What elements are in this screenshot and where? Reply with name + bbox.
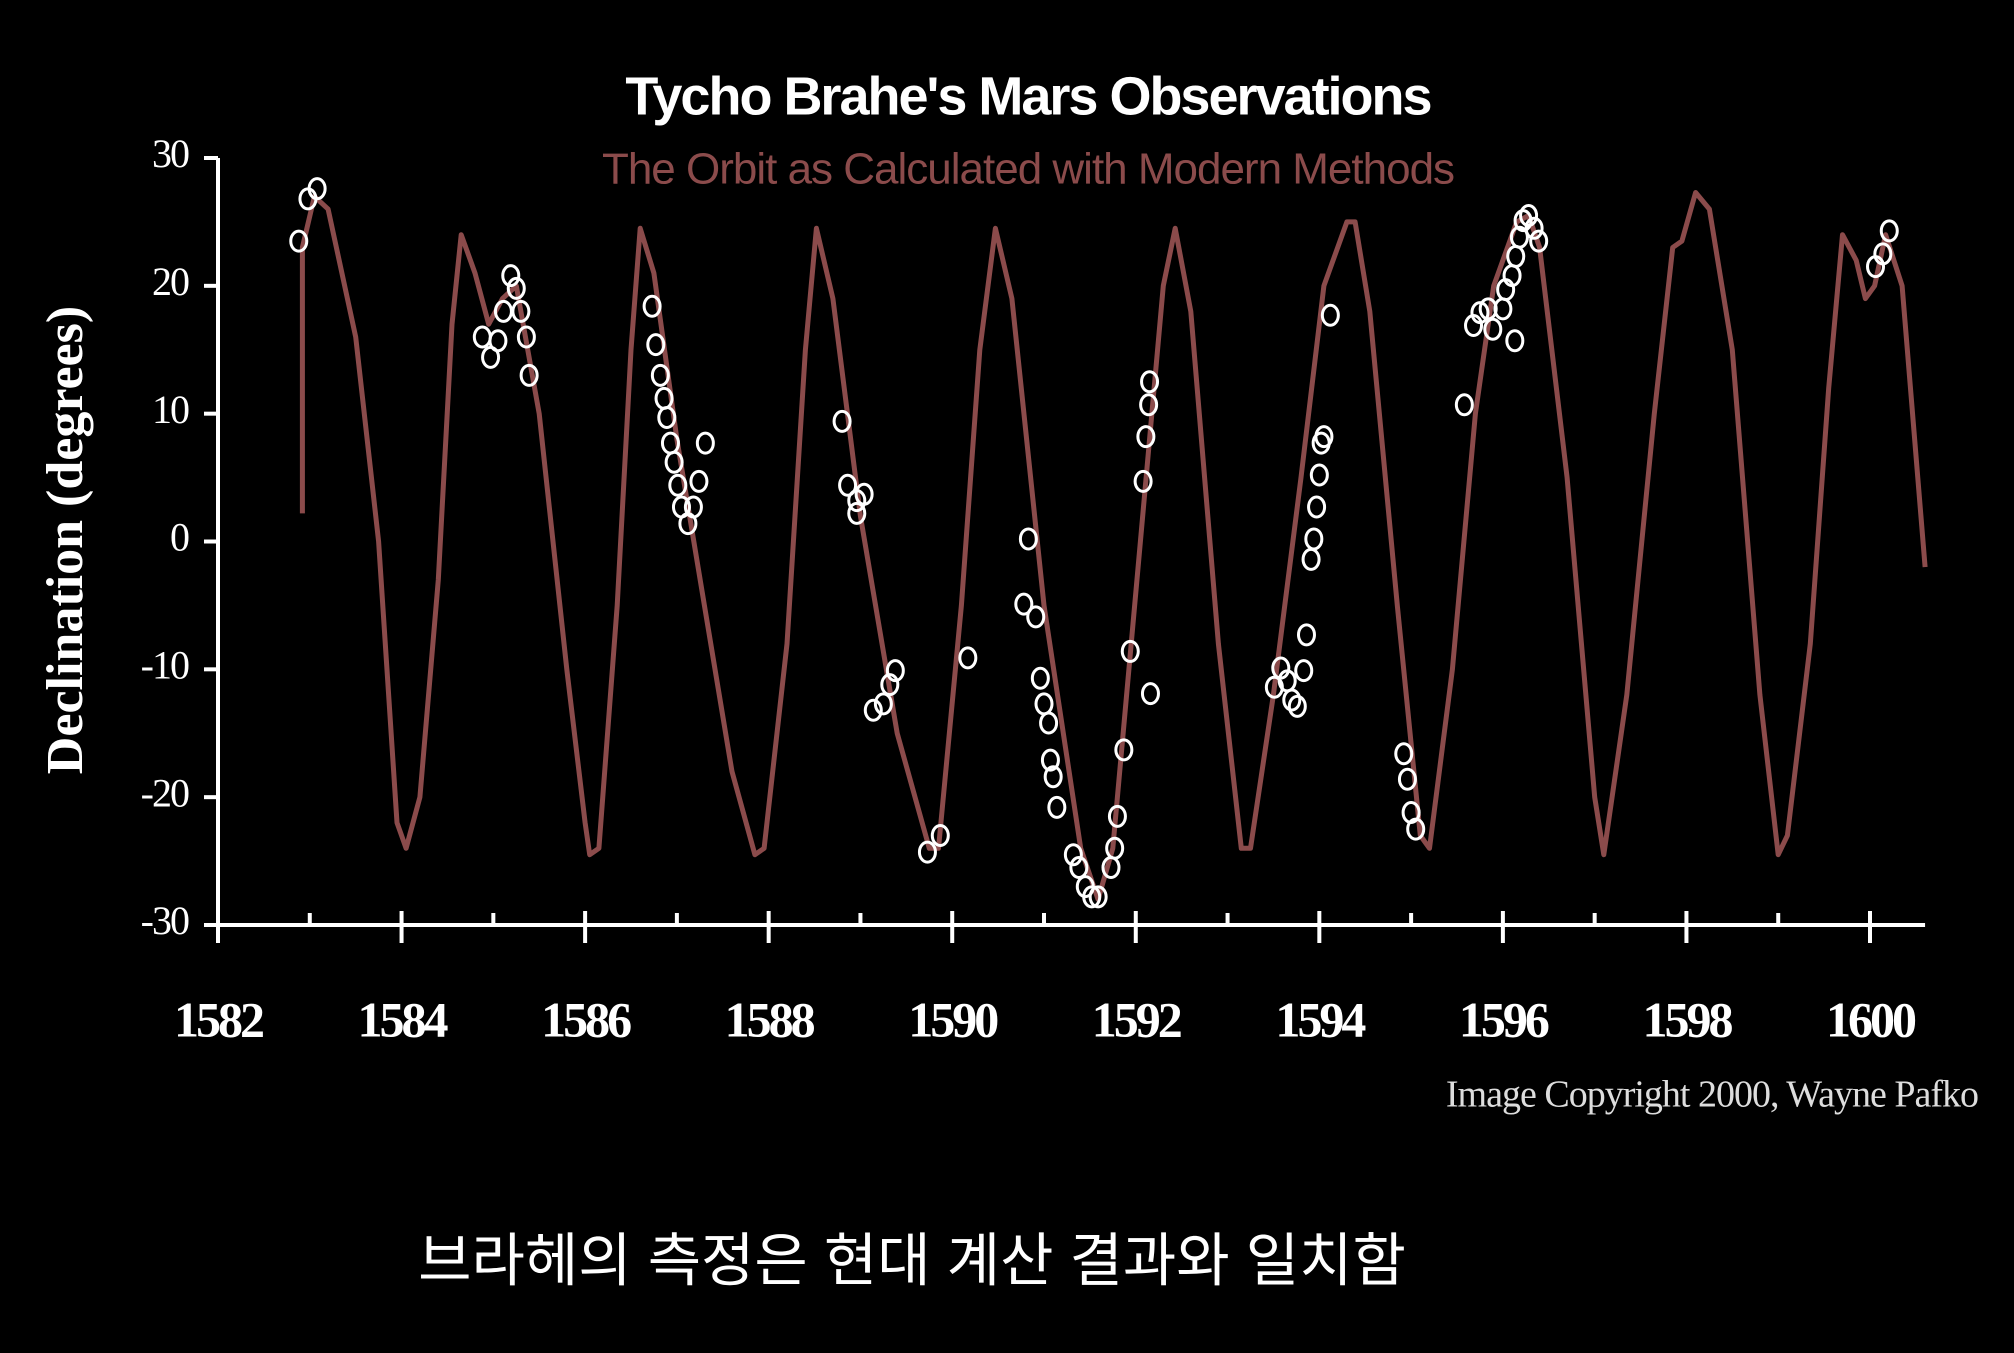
- observation-point: [847, 501, 867, 525]
- y-tick-label: -10: [141, 643, 189, 688]
- observation-point: [1397, 767, 1417, 791]
- x-tick-label: 1592: [1092, 991, 1181, 1047]
- observation-point: [1470, 301, 1490, 325]
- observation-point: [1454, 393, 1474, 417]
- observation-point: [1505, 329, 1525, 353]
- observation-point: [1039, 711, 1059, 735]
- x-tick-label: 1588: [725, 991, 815, 1047]
- subtitle-caption: 브라헤의 측정은 현대 계산 결과와 일치함: [418, 1228, 1406, 1293]
- observation-point: [307, 177, 327, 201]
- observation-point: [1873, 242, 1893, 266]
- y-tick-label: -30: [141, 898, 189, 943]
- observation-point: [1524, 216, 1544, 240]
- x-tick-label: 1584: [358, 991, 449, 1047]
- observation-point: [1287, 694, 1307, 718]
- observation-point: [1018, 527, 1038, 551]
- copyright-note: Image Copyright 2000, Wayne Pafko: [1446, 1074, 1978, 1116]
- observation-point: [838, 473, 858, 497]
- observation-point: [1088, 885, 1108, 909]
- observation-point: [519, 363, 539, 387]
- observation-point: [1879, 219, 1899, 243]
- observation-point: [1133, 469, 1153, 493]
- observation-point: [1063, 843, 1083, 867]
- observation-point: [650, 363, 670, 387]
- observation-point: [683, 495, 703, 519]
- observation-point: [1026, 605, 1046, 629]
- observation-point: [1320, 303, 1340, 327]
- y-tick-label: -20: [141, 770, 189, 815]
- observation-point: [1047, 795, 1067, 819]
- observation-point: [1114, 738, 1134, 762]
- y-tick-label: 30: [152, 131, 189, 176]
- observation-point: [880, 673, 900, 697]
- observation-point: [1314, 425, 1334, 449]
- observation-point: [1509, 225, 1529, 249]
- observation-point: [289, 229, 309, 253]
- x-tick-label: 1598: [1642, 991, 1732, 1047]
- observation-point: [1282, 688, 1302, 712]
- observation-point: [1307, 495, 1327, 519]
- observation-point: [646, 333, 666, 357]
- y-tick-label: 0: [170, 515, 189, 560]
- chart-subtitle: The Orbit as Calculated with Modern Meth…: [602, 145, 1454, 194]
- observation-point: [930, 824, 950, 848]
- observation-point: [1483, 317, 1503, 341]
- observation-point: [488, 329, 508, 353]
- y-tick-label: 10: [152, 387, 189, 432]
- observation-point: [695, 431, 715, 455]
- observation-point: [501, 264, 521, 288]
- observation-point: [1529, 229, 1549, 253]
- y-axis-label: Declination (degrees): [37, 306, 94, 774]
- observation-point: [1394, 742, 1414, 766]
- observation-point: [657, 406, 677, 430]
- observation-point: [1014, 592, 1034, 616]
- observation-point: [642, 294, 662, 318]
- x-tick-label: 1582: [174, 991, 263, 1047]
- observation-point: [1304, 527, 1324, 551]
- x-tick-label: 1590: [908, 991, 998, 1047]
- observation-point: [689, 469, 709, 493]
- observation-point: [1043, 765, 1063, 789]
- observation-point: [1120, 639, 1140, 663]
- observation-point: [958, 646, 978, 670]
- chart-title: Tycho Brahe's Mars Observations: [625, 66, 1430, 126]
- observation-point: [917, 840, 937, 864]
- x-tick-label: 1586: [541, 991, 631, 1047]
- observation-point: [832, 409, 852, 433]
- observation-point: [885, 659, 905, 683]
- observation-point: [516, 325, 536, 349]
- observation-point: [1040, 748, 1060, 772]
- observation-point: [1139, 393, 1159, 417]
- observation-point: [854, 482, 874, 506]
- observation-point: [1406, 817, 1426, 841]
- observation-point: [1519, 204, 1539, 228]
- observation-point: [873, 692, 893, 716]
- x-tick-label: 1594: [1275, 991, 1366, 1047]
- observation-point: [1030, 666, 1050, 690]
- observation-point: [511, 299, 531, 323]
- observation-point: [863, 698, 883, 722]
- observation-point: [1140, 370, 1160, 394]
- observation-point: [1107, 804, 1127, 828]
- observation-point: [1105, 836, 1125, 860]
- observation-point: [1069, 855, 1089, 879]
- observation-point: [1136, 425, 1156, 449]
- observation-point: [1140, 682, 1160, 706]
- observation-point: [1309, 463, 1329, 487]
- observation-point: [668, 473, 688, 497]
- observation-point: [1296, 623, 1316, 647]
- observation-point: [506, 276, 526, 300]
- observation-point: [1294, 659, 1314, 683]
- x-tick-label: 1600: [1826, 991, 1916, 1047]
- y-tick-label: 20: [152, 259, 189, 304]
- observation-point: [664, 450, 684, 474]
- observation-point: [1082, 885, 1102, 909]
- x-tick-label: 1596: [1459, 991, 1549, 1047]
